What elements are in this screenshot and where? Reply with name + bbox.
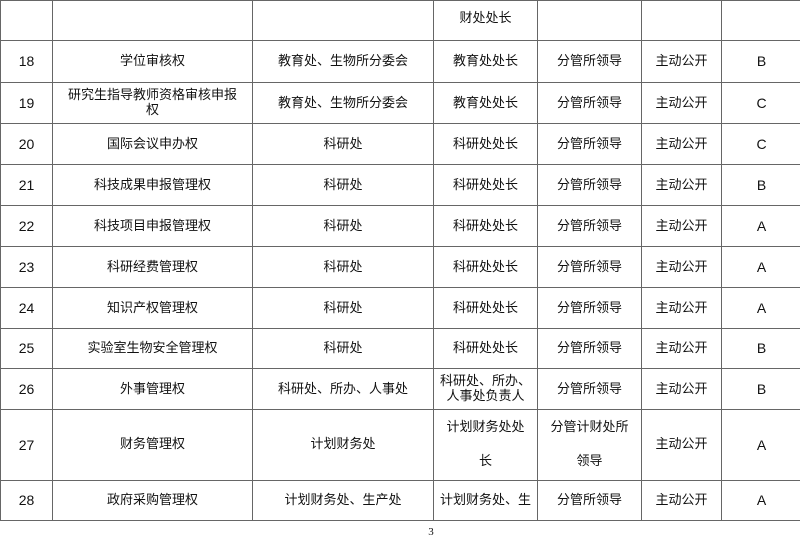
table-row: 28 政府采购管理权 计划财务处、生产处 计划财务处、生 分管所领导 主动公开 A bbox=[0, 480, 800, 521]
responsible-person: 计划财务处处 长 bbox=[433, 409, 538, 481]
disclosure: 主动公开 bbox=[641, 480, 722, 521]
risk-level: A bbox=[721, 480, 800, 521]
disclosure: 主动公开 bbox=[641, 409, 722, 481]
responsible-person: 科研处、所办、 人事处负责人 bbox=[433, 368, 538, 410]
power-name: 外事管理权 bbox=[52, 368, 253, 410]
table-row: 20 国际会议申办权 科研处 科研处处长 分管所领导 主动公开 C bbox=[0, 123, 800, 165]
responsible-person: 财处处长 bbox=[433, 0, 538, 41]
responsible-person: 计划财务处、生 bbox=[433, 480, 538, 521]
row-number: 20 bbox=[0, 123, 53, 165]
risk-level: C bbox=[721, 82, 800, 124]
disclosure: 主动公开 bbox=[641, 368, 722, 410]
power-name: 政府采购管理权 bbox=[52, 480, 253, 521]
table-row: 23 科研经费管理权 科研处 科研处处长 分管所领导 主动公开 A bbox=[0, 246, 800, 288]
power-name: 科技成果申报管理权 bbox=[52, 164, 253, 206]
disclosure: 主动公开 bbox=[641, 246, 722, 288]
row-number: 19 bbox=[0, 82, 53, 124]
table-row: 27 财务管理权 计划财务处 计划财务处处 长分管计财处所 领导 主动公开 A bbox=[0, 409, 800, 481]
risk-level: A bbox=[721, 409, 800, 481]
approver: 分管所领导 bbox=[537, 123, 642, 165]
power-name: 科技项目申报管理权 bbox=[52, 205, 253, 247]
power-name: 学位审核权 bbox=[52, 40, 253, 83]
disclosure: 主动公开 bbox=[641, 205, 722, 247]
row-number: 26 bbox=[0, 368, 53, 410]
approver: 分管所领导 bbox=[537, 205, 642, 247]
power-name: 财务管理权 bbox=[52, 409, 253, 481]
department: 科研处、所办、人事处 bbox=[252, 368, 434, 410]
risk-level: A bbox=[721, 205, 800, 247]
approver bbox=[537, 0, 642, 41]
disclosure bbox=[641, 0, 722, 41]
table-row: 24 知识产权管理权 科研处 科研处处长 分管所领导 主动公开 A bbox=[0, 287, 800, 329]
row-number: 27 bbox=[0, 409, 53, 481]
power-name bbox=[52, 0, 253, 41]
power-name: 实验室生物安全管理权 bbox=[52, 328, 253, 369]
department: 计划财务处 bbox=[252, 409, 434, 481]
responsible-person: 教育处处长 bbox=[433, 82, 538, 124]
department: 教育处、生物所分委会 bbox=[252, 82, 434, 124]
risk-level bbox=[721, 0, 800, 41]
approver: 分管所领导 bbox=[537, 287, 642, 329]
risk-level: B bbox=[721, 164, 800, 206]
power-name: 研究生指导教师资格审核申报 权 bbox=[52, 82, 253, 124]
department: 科研处 bbox=[252, 328, 434, 369]
risk-level: A bbox=[721, 246, 800, 288]
power-name: 国际会议申办权 bbox=[52, 123, 253, 165]
department: 计划财务处、生产处 bbox=[252, 480, 434, 521]
disclosure: 主动公开 bbox=[641, 82, 722, 124]
approver: 分管所领导 bbox=[537, 40, 642, 83]
approver: 分管所领导 bbox=[537, 82, 642, 124]
disclosure: 主动公开 bbox=[641, 40, 722, 83]
department: 科研处 bbox=[252, 123, 434, 165]
page-number: 3 bbox=[428, 526, 434, 538]
risk-level: B bbox=[721, 328, 800, 369]
row-number: 22 bbox=[0, 205, 53, 247]
approver: 分管所领导 bbox=[537, 368, 642, 410]
row-number bbox=[0, 0, 53, 41]
row-number: 18 bbox=[0, 40, 53, 83]
row-number: 21 bbox=[0, 164, 53, 206]
responsible-person: 科研处处长 bbox=[433, 246, 538, 288]
power-name: 科研经费管理权 bbox=[52, 246, 253, 288]
responsible-person: 科研处处长 bbox=[433, 205, 538, 247]
disclosure: 主动公开 bbox=[641, 164, 722, 206]
department: 科研处 bbox=[252, 246, 434, 288]
disclosure: 主动公开 bbox=[641, 328, 722, 369]
disclosure: 主动公开 bbox=[641, 123, 722, 165]
approver: 分管所领导 bbox=[537, 246, 642, 288]
responsible-person: 科研处处长 bbox=[433, 164, 538, 206]
row-number: 25 bbox=[0, 328, 53, 369]
power-name: 知识产权管理权 bbox=[52, 287, 253, 329]
responsible-person: 科研处处长 bbox=[433, 123, 538, 165]
approver: 分管计财处所 领导 bbox=[537, 409, 642, 481]
row-number: 23 bbox=[0, 246, 53, 288]
approver: 分管所领导 bbox=[537, 164, 642, 206]
responsible-person: 科研处处长 bbox=[433, 328, 538, 369]
department bbox=[252, 0, 434, 41]
risk-level: A bbox=[721, 287, 800, 329]
risk-level: B bbox=[721, 368, 800, 410]
risk-level: C bbox=[721, 123, 800, 165]
department: 科研处 bbox=[252, 205, 434, 247]
table-row: 22 科技项目申报管理权 科研处 科研处处长 分管所领导 主动公开 A bbox=[0, 205, 800, 247]
department: 教育处、生物所分委会 bbox=[252, 40, 434, 83]
department: 科研处 bbox=[252, 287, 434, 329]
table-row: 18 学位审核权 教育处、生物所分委会 教育处处长 分管所领导 主动公开 B bbox=[0, 40, 800, 83]
table-row-continued: 财处处长 bbox=[0, 0, 800, 41]
table-row: 26 外事管理权 科研处、所办、人事处 科研处、所办、 人事处负责人 分管所领导 主动公开… bbox=[0, 368, 800, 410]
power-list-table: 财处处长 18 学位审核权 教育处、生物所分委会 教育处处长 分管所领导 主动公开 B 19 研… bbox=[0, 0, 800, 521]
table-row: 21 科技成果申报管理权 科研处 科研处处长 分管所领导 主动公开 B bbox=[0, 164, 800, 206]
disclosure: 主动公开 bbox=[641, 287, 722, 329]
approver: 分管所领导 bbox=[537, 480, 642, 521]
risk-level: B bbox=[721, 40, 800, 83]
row-number: 28 bbox=[0, 480, 53, 521]
department: 科研处 bbox=[252, 164, 434, 206]
responsible-person: 科研处处长 bbox=[433, 287, 538, 329]
table-row: 19 研究生指导教师资格审核申报 权教育处、生物所分委会 教育处处长 分管所领导 主动公… bbox=[0, 82, 800, 124]
approver: 分管所领导 bbox=[537, 328, 642, 369]
table-row: 25 实验室生物安全管理权 科研处 科研处处长 分管所领导 主动公开 B bbox=[0, 328, 800, 369]
responsible-person: 教育处处长 bbox=[433, 40, 538, 83]
row-number: 24 bbox=[0, 287, 53, 329]
